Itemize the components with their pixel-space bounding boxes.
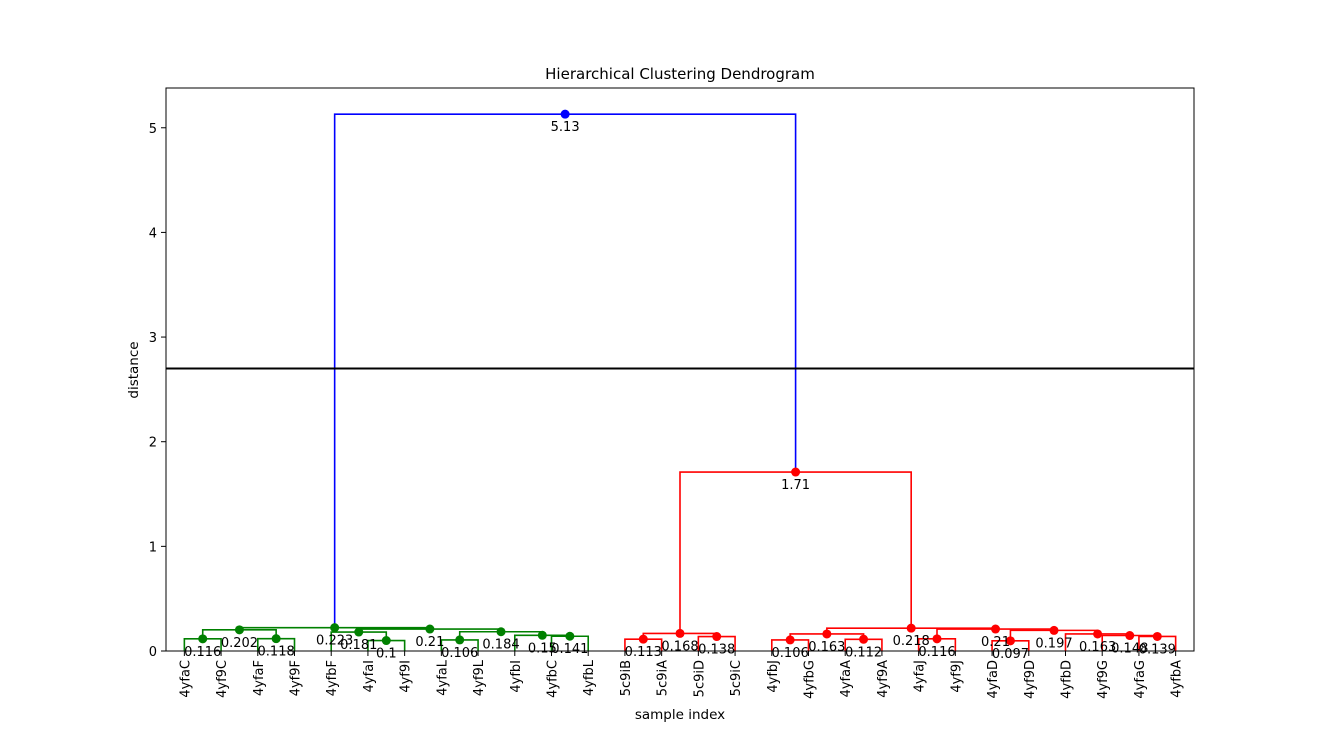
merge-point (712, 632, 722, 642)
leaf-label: 4yf9C (215, 660, 230, 698)
merge-distance-label: 0.116 (918, 645, 955, 660)
y-axis-ticks: 0 1 2 3 4 5 (149, 122, 166, 660)
y-tick-label: 2 (149, 436, 157, 451)
merge-distance-label: 0.181 (340, 638, 377, 653)
leaf-label: 5c9iC (729, 660, 744, 696)
merge-distance-label: 0.223 (316, 634, 353, 649)
leaf-label: 4yf9F (289, 660, 304, 696)
merge-distance-label: 0.116 (184, 645, 221, 660)
merge-point (785, 635, 795, 645)
merge-point (638, 634, 648, 644)
merge-point (1152, 631, 1162, 641)
merge-point (271, 634, 281, 644)
leaf-label: 4yf9G (1096, 660, 1111, 699)
merge-distance-label: 0.21 (981, 635, 1010, 650)
merge-distance-label: 0.15 (528, 641, 557, 656)
leaf-label: 4yfaF (252, 660, 267, 696)
y-tick-label: 0 (149, 645, 157, 660)
merge-point (381, 636, 391, 646)
merge-point (455, 635, 465, 645)
leaf-label: 5c9iB (619, 660, 634, 696)
leaf-label: 4yfaL (435, 659, 450, 696)
plot-frame (165, 87, 1195, 652)
leaf-label: 4yfbL (582, 659, 597, 696)
merge-point (822, 629, 832, 639)
dendrogram-links (183, 113, 1177, 651)
merge-distance-label: 0.21 (415, 635, 444, 650)
y-tick-label: 1 (149, 540, 157, 555)
merge-point (932, 634, 942, 644)
dendrogram-link (679, 471, 912, 634)
merge-point (1049, 625, 1059, 635)
x-axis-ticks: 4yfaC 4yf9C 4yfaF 4yf9F 4yfbF 4yfaI 4yf9I 4yfaL… (178, 651, 1185, 699)
leaf-label: 4yfaG (1133, 660, 1148, 699)
merge-point (675, 628, 685, 638)
chart-title: Hierarchical Clustering Dendrogram (545, 65, 815, 83)
merge-distance-label: 0.197 (1035, 636, 1072, 651)
leaf-label: 4yfbF (325, 660, 340, 696)
dendrogram-link (333, 113, 797, 628)
merge-point (565, 631, 575, 641)
merge-point (425, 624, 435, 634)
leaf-label: 4yf9L (472, 659, 487, 696)
leaf-label: 4yfbI (509, 660, 524, 693)
leaf-label: 4yf9I (399, 660, 414, 693)
leaf-label: 4yfaI (362, 660, 377, 692)
merge-distance-label: 0.1 (376, 647, 397, 662)
merge-point (537, 630, 547, 640)
leaf-label: 5c9iD (692, 660, 707, 697)
merge-points (198, 109, 1162, 646)
leaf-label: 4yf9D (1023, 660, 1038, 699)
merge-distance-label: 0.163 (1079, 640, 1116, 655)
merge-point (791, 467, 801, 477)
x-axis-label: sample index (635, 707, 725, 723)
merge-point (198, 634, 208, 644)
merge-point (496, 627, 506, 637)
merge-distance-label: 0.106 (772, 646, 809, 661)
y-tick-label: 4 (149, 226, 157, 241)
leaf-label: 4yfaC (178, 660, 193, 698)
merge-point (1125, 631, 1135, 641)
merge-point (1093, 629, 1103, 639)
merge-point (1005, 636, 1015, 646)
merge-point (354, 627, 364, 637)
merge-point (330, 623, 340, 633)
leaf-label: 4yfbD (1060, 660, 1075, 699)
merge-distance-label: 0.163 (808, 640, 845, 655)
merge-distance-label: 0.138 (698, 643, 735, 658)
leaf-label: 5c9iA (656, 660, 671, 696)
merge-distance-label: 1.71 (781, 478, 810, 493)
merge-distance-label: 0.218 (893, 634, 930, 649)
merge-point (560, 109, 570, 119)
merge-distance-label: 0.148 (1111, 642, 1148, 657)
merge-distance-label: 0.168 (661, 639, 698, 654)
merge-point (234, 625, 244, 635)
merge-distance-label: 0.202 (221, 636, 258, 651)
leaf-label: 4yf9A (876, 660, 891, 698)
leaf-label: 4yfaA (839, 660, 854, 698)
leaf-label: 4yfbC (546, 660, 561, 698)
merge-distance-label: 0.112 (845, 645, 882, 660)
leaf-label: 4yfbG (803, 660, 818, 699)
merge-distance-label: 0.141 (551, 642, 588, 657)
leaf-label: 4yfbJ (766, 660, 781, 693)
merge-distance-label: 5.13 (551, 120, 580, 135)
merge-point (859, 634, 869, 644)
merge-distance-label: 0.184 (482, 638, 519, 653)
y-tick-label: 5 (149, 122, 157, 137)
y-tick-label: 3 (149, 331, 157, 346)
merge-point (991, 624, 1001, 634)
merge-distance-label: 0.106 (441, 646, 478, 661)
merge-distance-label: 0.139 (1139, 642, 1176, 657)
merge-distance-label: 0.118 (258, 645, 295, 660)
leaf-label: 4yfbA (1170, 660, 1185, 698)
leaf-label: 4yfaJ (913, 660, 928, 692)
y-axis-label: distance (126, 341, 142, 398)
leaf-label: 4yfaD (986, 660, 1001, 699)
merge-point (906, 623, 916, 633)
leaf-label: 4yf9J (949, 660, 964, 693)
merge-distance-label: 0.113 (625, 645, 662, 660)
